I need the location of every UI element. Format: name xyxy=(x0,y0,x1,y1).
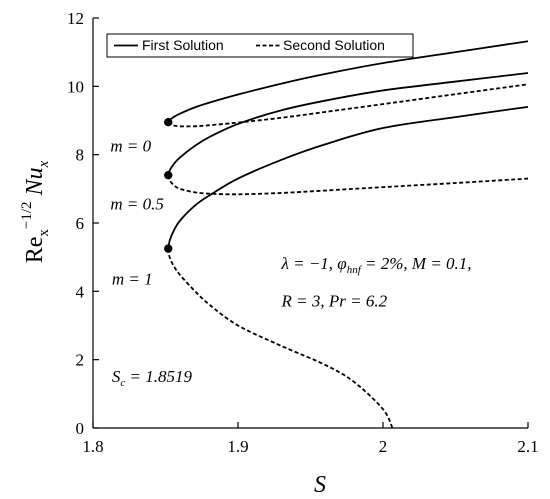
annotation-label: Sc = 1.8519 xyxy=(112,367,193,389)
annotation-label: m = 0.5 xyxy=(110,194,163,213)
legend-first-solution-label: First Solution xyxy=(142,37,224,53)
second-solution-line-m-1 xyxy=(167,248,394,429)
y-tick-label: 12 xyxy=(67,9,84,28)
y-tick-label: 10 xyxy=(67,77,84,96)
y-axis-ticks: 0 2 4 6 8 10 12 xyxy=(67,9,99,438)
first-solution-line-m-1 xyxy=(167,105,529,249)
x-tick-label: 2 xyxy=(379,437,388,456)
turning-point-marker xyxy=(164,244,173,253)
y-axis-label-re: Re xyxy=(22,237,48,264)
plot-series xyxy=(167,40,529,429)
y-axis-label-sup: −1/2 xyxy=(19,201,35,229)
first-solution-line-m-0-5 xyxy=(167,72,529,176)
y-axis-label-nu-sub: x xyxy=(36,160,52,168)
x-tick-label: 1.9 xyxy=(227,437,248,456)
y-tick-label: 2 xyxy=(76,351,85,370)
y-axis-label: Rex−1/2 Nux xyxy=(19,160,52,263)
second-solution-line-m-0-5 xyxy=(167,174,529,196)
second-solution-line-m-0 xyxy=(167,83,529,128)
x-axis-ticks: 1.8 1.9 2 2.1 xyxy=(82,422,539,456)
legend-second-solution-label: Second Solution xyxy=(283,37,385,53)
annotation-label: λ = −1, φhnf = 2%, M = 0.1, xyxy=(281,254,472,276)
y-axis-label-sub: x xyxy=(36,229,52,237)
annotations: m = 0 m = 0.5 m = 1 λ = −1, φhnf = 2%, M = … xyxy=(110,136,471,389)
y-tick-label: 4 xyxy=(76,282,85,301)
y-axis-label-nu: Nu xyxy=(22,167,48,201)
x-tick-label: 2.1 xyxy=(517,437,538,456)
annotation-label: m = 0 xyxy=(110,136,151,155)
y-tick-label: 6 xyxy=(76,214,85,233)
first-solution-line-m-0 xyxy=(167,40,529,123)
legend: First Solution Second Solution xyxy=(106,33,414,58)
x-axis-label: S xyxy=(314,472,326,498)
y-tick-label: 8 xyxy=(76,146,85,165)
y-tick-label: 0 xyxy=(76,419,85,438)
turning-points xyxy=(164,118,173,253)
annotation-label: R = 3, Pr = 6.2 xyxy=(281,292,388,311)
turning-point-marker xyxy=(164,170,173,180)
svg-text:Rex−1/2 Nux: Rex−1/2 Nux xyxy=(19,160,52,263)
annotation-label: m = 1 xyxy=(112,270,153,289)
turning-point-marker xyxy=(164,118,173,127)
x-tick-label: 1.8 xyxy=(82,437,103,456)
